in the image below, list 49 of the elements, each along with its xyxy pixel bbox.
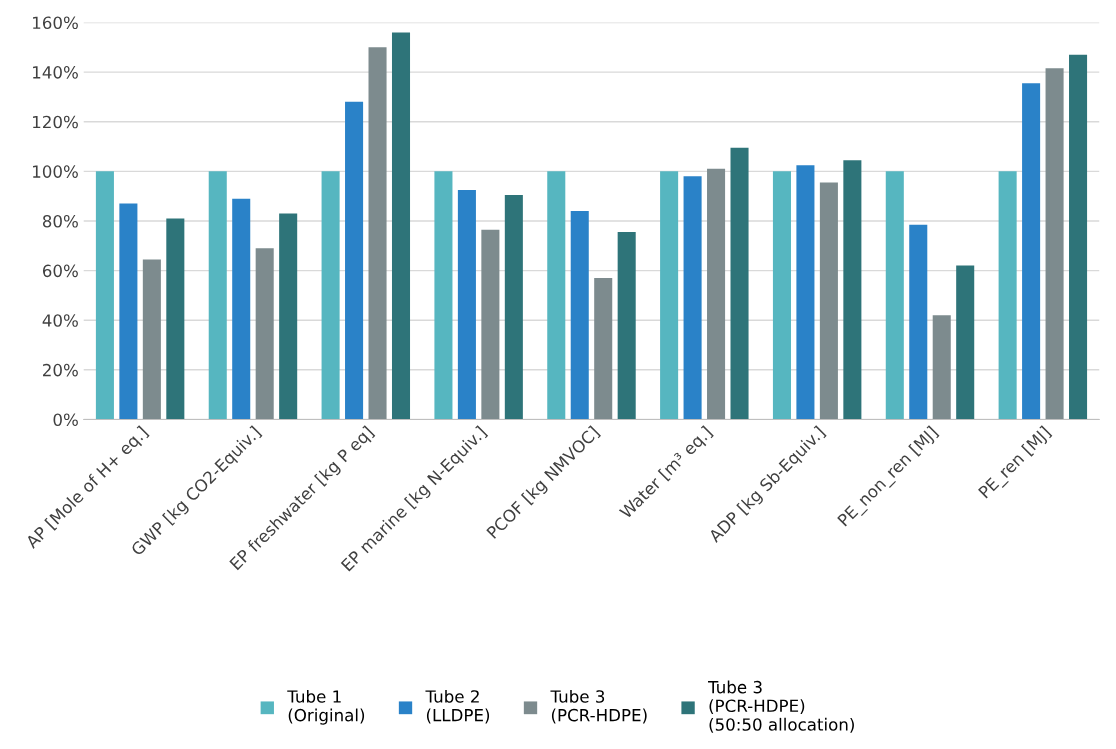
bar	[570, 211, 589, 420]
bar	[321, 171, 340, 420]
y-tick-label: 120%	[33, 115, 78, 129]
bar	[547, 171, 566, 420]
bar	[1069, 54, 1088, 420]
legend-label: Tube 2 (LLDPE)	[425, 689, 490, 724]
bar	[909, 224, 928, 420]
y-tick-label: 20%	[43, 363, 78, 377]
bar	[660, 171, 679, 420]
bar	[594, 278, 613, 420]
legend-label: Tube 3 (PCR-HDPE)	[550, 689, 647, 724]
y-tick-label: 0%	[53, 413, 78, 427]
bar	[434, 171, 453, 420]
bar	[368, 47, 387, 420]
bar	[819, 182, 838, 420]
bar	[796, 165, 815, 420]
y-tick-label: 140%	[33, 66, 78, 79]
bar	[617, 232, 636, 420]
bar	[391, 32, 411, 420]
bar	[683, 176, 702, 420]
y-tick-label: 80%	[42, 214, 78, 228]
bar	[119, 203, 138, 420]
bar	[932, 315, 951, 420]
bar	[1045, 68, 1064, 420]
bar	[1022, 83, 1041, 420]
bar	[279, 213, 298, 420]
bar	[843, 160, 862, 420]
bar	[504, 194, 523, 420]
y-tick-label: 160%	[33, 16, 78, 30]
bar	[166, 218, 185, 420]
bar	[730, 147, 749, 420]
legend-label: Tube 3 (PCR-HDPE) (50:50 allocation)	[708, 680, 854, 733]
bar	[481, 229, 500, 420]
bar	[232, 198, 251, 420]
y-tick-label: 60%	[42, 264, 78, 278]
bar	[142, 259, 161, 420]
y-tick-label: 40%	[42, 314, 78, 327]
y-tick-label: 100%	[33, 165, 78, 178]
bar	[885, 171, 904, 420]
bar	[707, 168, 726, 420]
bar	[998, 171, 1017, 420]
bar	[255, 248, 274, 420]
bar	[956, 265, 975, 420]
bar	[95, 171, 114, 420]
bar	[345, 101, 364, 420]
bar	[772, 171, 791, 420]
bar	[457, 189, 476, 420]
bar	[208, 171, 227, 420]
legend-label: Tube 1 (Original)	[287, 689, 365, 725]
